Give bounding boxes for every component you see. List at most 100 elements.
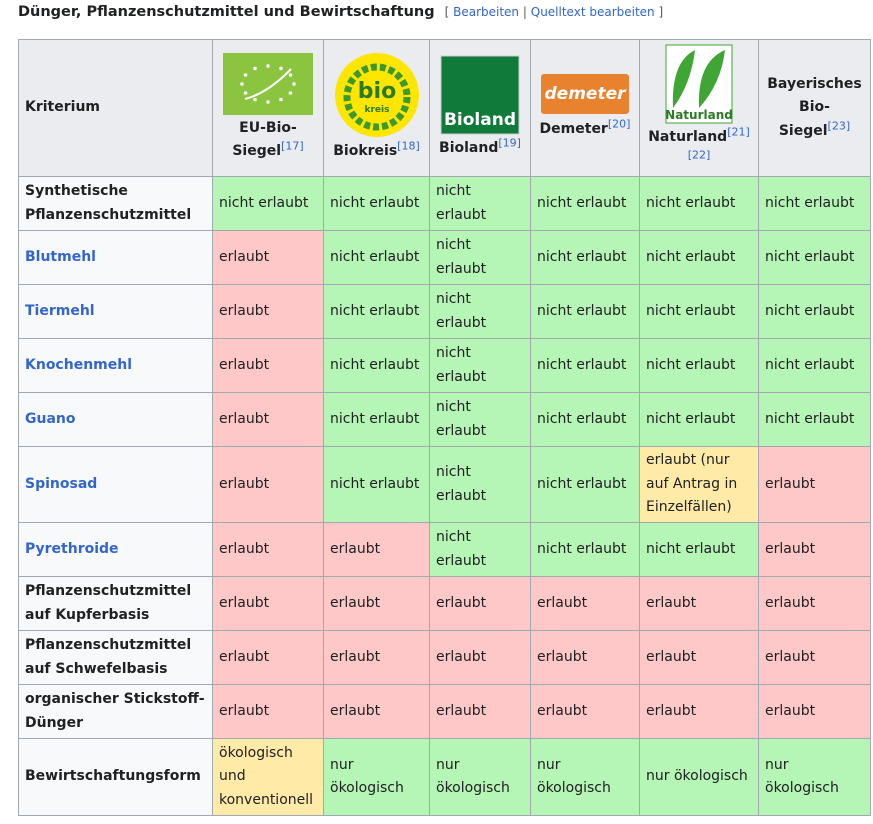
criterion-link[interactable]: Knochenmehl (25, 356, 133, 373)
criterion: Guano (18, 392, 213, 447)
criterion-link[interactable]: Spinosad (25, 475, 98, 492)
status-cell: nicht erlaubt (639, 338, 759, 393)
logo-leaf (698, 49, 725, 108)
status-cell: nicht erlaubt (323, 338, 430, 393)
status-cell: erlaubt (212, 392, 324, 447)
criterion-link[interactable]: Pyrethroide (25, 540, 119, 557)
status-cell: nicht erlaubt (758, 392, 871, 447)
table-row: Bewirtschaftungsform ökologisch und konve… (18, 738, 871, 816)
logo-wreath (343, 63, 410, 131)
footnote-ref[interactable]: [22] (687, 148, 711, 162)
logo-text: Naturland (665, 108, 733, 122)
comparison-table: Kriterium EU-Bio-Siegel[17] bio kreis Biokre… (18, 39, 871, 816)
status-cell: nicht erlaubt (530, 522, 640, 577)
status-cell: erlaubt (530, 576, 640, 631)
status-cell: nicht erlaubt (323, 230, 430, 285)
criterion-link[interactable]: Guano (25, 410, 76, 427)
edit-link[interactable]: Bearbeiten (453, 5, 520, 19)
status-cell: nicht erlaubt (639, 392, 759, 447)
status-cell: erlaubt (639, 576, 759, 631)
status-cell: nicht erlaubt (323, 176, 430, 231)
section-heading: Dünger, Pflanzenschutzmittel und Bewirts… (18, 4, 663, 20)
table-row: Pyrethroide erlaubt erlaubt nicht erlaubt ni… (18, 522, 871, 577)
table-row: Blutmehl erlaubt nicht erlaubt nicht erlaub… (18, 230, 871, 285)
status-cell: erlaubt (323, 684, 430, 739)
column-label: Bayerisches Bio-Siegel (767, 75, 862, 139)
logo-star (288, 72, 293, 77)
status-cell: nicht erlaubt (530, 338, 640, 393)
status-cell: nur ökologisch (429, 738, 531, 816)
column-header: Kriterium (18, 39, 213, 177)
status-cell: erlaubt (758, 630, 871, 685)
status-cell: nicht erlaubt (530, 230, 640, 285)
column-label: Naturland (648, 128, 728, 145)
status-cell: erlaubt (530, 630, 640, 685)
status-cell: nicht erlaubt (323, 446, 430, 523)
status-cell: nicht erlaubt (639, 176, 759, 231)
footnote-ref[interactable]: [17] (281, 139, 304, 153)
logo-star (292, 81, 296, 86)
logo-leaf (244, 67, 292, 100)
criterion: Spinosad (18, 446, 213, 523)
status-cell: nicht erlaubt (758, 176, 871, 231)
status-cell: erlaubt (429, 630, 531, 685)
status-cell: erlaubt (758, 684, 871, 739)
footnote-ref[interactable]: [18] (397, 139, 420, 153)
status-cell: nicht erlaubt (429, 522, 531, 577)
status-cell: erlaubt (212, 338, 324, 393)
logo-star (279, 66, 283, 70)
logo-star (279, 97, 283, 101)
criterion-label: Pflanzenschutzmittel auf Kupferbasis (25, 583, 192, 623)
header-row: Kriterium EU-Bio-Siegel[17] bio kreis Biokre… (18, 39, 871, 177)
status-cell: erlaubt (639, 630, 759, 685)
criterion-link[interactable]: Blutmehl (25, 248, 96, 265)
column-header: EU-Bio-Siegel[17] (212, 39, 324, 177)
status-cell: nicht erlaubt (758, 338, 871, 393)
criterion-label: Bewirtschaftungsform (25, 768, 201, 785)
logo-bg (440, 55, 520, 135)
status-cell: erlaubt (nur auf Antrag in Einzelfällen) (639, 446, 759, 523)
logo-star (243, 90, 248, 95)
status-cell: erlaubt (212, 284, 324, 339)
status-cell: erlaubt (212, 522, 324, 577)
logo-star (240, 81, 244, 86)
status-cell: nicht erlaubt (639, 522, 759, 577)
status-cell: ökologisch und konventionell (212, 738, 324, 816)
status-cell: nicht erlaubt (530, 446, 640, 523)
table-row: Spinosad erlaubt nicht erlaubt nicht erlaub… (18, 446, 871, 523)
status-cell: nicht erlaubt (323, 284, 430, 339)
column-label: Biokreis (333, 143, 398, 160)
column-header: Bayerisches Bio-Siegel[23] (758, 39, 871, 177)
table-row: Tiermehl erlaubt nicht erlaubt nicht erlaub… (18, 284, 871, 339)
column-header: Bioland Bioland[19] (429, 39, 531, 177)
table-row: organischer Stickstoff-Dünger erlaubt erla… (18, 684, 871, 739)
column-label: EU-Bio-Siegel (232, 119, 297, 160)
logo-star (288, 90, 293, 95)
criterion: Pflanzenschutzmittel auf Kupferbasis (18, 576, 213, 631)
footnote-ref[interactable]: [21] (727, 124, 750, 138)
footnote-ref[interactable]: [19] (498, 136, 521, 150)
table-row: Pflanzenschutzmittel auf Kupferbasis erla… (18, 576, 871, 631)
footnote-ref[interactable]: [23] (827, 119, 851, 133)
criterion: Knochenmehl (18, 338, 213, 393)
column-header: Naturland Naturland[21][22] (639, 39, 759, 177)
status-cell: erlaubt (530, 684, 640, 739)
criterion-link[interactable]: Tiermehl (25, 302, 95, 319)
status-cell: erlaubt (323, 576, 430, 631)
logo-star (243, 72, 248, 77)
status-cell: nicht erlaubt (212, 176, 324, 231)
status-cell: nur ökologisch (639, 738, 759, 816)
status-cell: erlaubt (212, 684, 324, 739)
status-cell: nicht erlaubt (758, 230, 871, 285)
status-cell: nicht erlaubt (530, 392, 640, 447)
bracket: [ (444, 5, 450, 19)
criterion-label: Synthetische Pflanzenschutzmittel (25, 183, 192, 223)
footnote-ref[interactable]: [20] (607, 117, 631, 131)
separator: | (522, 5, 527, 19)
status-cell: erlaubt (429, 684, 531, 739)
logo-bg (223, 52, 313, 115)
column-label: Bioland (439, 140, 499, 157)
source-edit-link[interactable]: Quelltext bearbeiten (530, 5, 655, 19)
